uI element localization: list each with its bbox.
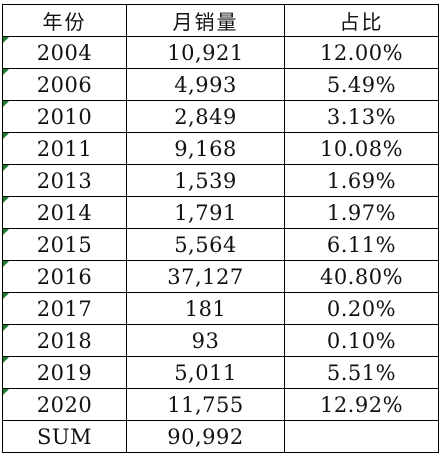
total-label-cell[interactable]: SUM (2, 420, 127, 453)
table-row: 2011 9,168 10.08% (2, 132, 439, 165)
table-row: 2016 37,127 40.80% (2, 260, 439, 293)
cell-sales[interactable]: 5,564 (126, 228, 285, 261)
cell-sales[interactable]: 37,127 (126, 260, 285, 293)
cell-year[interactable]: 2006 (2, 68, 127, 101)
cell-share[interactable]: 3.13% (284, 100, 439, 133)
table-row: 2014 1,791 1.97% (2, 196, 439, 229)
cell-sales[interactable]: 11,755 (126, 388, 285, 421)
cell-year[interactable]: 2004 (2, 36, 127, 69)
cell-share[interactable]: 12.92% (284, 388, 439, 421)
table-row: 2015 5,564 6.11% (2, 228, 439, 261)
header-cell-sales[interactable]: 月销量 (126, 4, 285, 37)
total-row: SUM 90,992 (2, 420, 439, 453)
cell-year[interactable]: 2014 (2, 196, 127, 229)
header-cell-share[interactable]: 占比 (284, 4, 439, 37)
cell-share[interactable]: 1.97% (284, 196, 439, 229)
cell-sales[interactable]: 5,011 (126, 356, 285, 389)
header-cell-year[interactable]: 年份 (2, 4, 127, 37)
cell-sales[interactable]: 10,921 (126, 36, 285, 69)
table-row: 2006 4,993 5.49% (2, 68, 439, 101)
cell-share[interactable]: 40.80% (284, 260, 439, 293)
total-share-cell[interactable] (284, 420, 439, 453)
cell-sales[interactable]: 2,849 (126, 100, 285, 133)
cell-sales[interactable]: 1,791 (126, 196, 285, 229)
cell-year[interactable]: 2019 (2, 356, 127, 389)
cell-year[interactable]: 2015 (2, 228, 127, 261)
cell-share[interactable]: 0.20% (284, 292, 439, 325)
table-row: 2004 10,921 12.00% (2, 36, 439, 69)
cell-share[interactable]: 10.08% (284, 132, 439, 165)
cell-share[interactable]: 0.10% (284, 324, 439, 357)
cell-sales[interactable]: 1,539 (126, 164, 285, 197)
header-row: 年份 月销量 占比 (2, 4, 439, 37)
table-row: 2013 1,539 1.69% (2, 164, 439, 197)
cell-sales[interactable]: 181 (126, 292, 285, 325)
cell-share[interactable]: 12.00% (284, 36, 439, 69)
cell-year[interactable]: 2017 (2, 292, 127, 325)
table-row: 2010 2,849 3.13% (2, 100, 439, 133)
cell-year[interactable]: 2011 (2, 132, 127, 165)
cell-year[interactable]: 2016 (2, 260, 127, 293)
cell-year[interactable]: 2020 (2, 388, 127, 421)
table-row: 2017 181 0.20% (2, 292, 439, 325)
cell-year[interactable]: 2018 (2, 324, 127, 357)
cell-share[interactable]: 6.11% (284, 228, 439, 261)
cell-share[interactable]: 1.69% (284, 164, 439, 197)
table-row: 2019 5,011 5.51% (2, 356, 439, 389)
table-row: 2020 11,755 12.92% (2, 388, 439, 421)
cell-share[interactable]: 5.49% (284, 68, 439, 101)
table-row: 2018 93 0.10% (2, 324, 439, 357)
cell-year[interactable]: 2013 (2, 164, 127, 197)
cell-year[interactable]: 2010 (2, 100, 127, 133)
cell-sales[interactable]: 4,993 (126, 68, 285, 101)
cell-share[interactable]: 5.51% (284, 356, 439, 389)
cell-sales[interactable]: 9,168 (126, 132, 285, 165)
cell-sales[interactable]: 93 (126, 324, 285, 357)
total-sales-cell[interactable]: 90,992 (126, 420, 285, 453)
sales-table: 年份 月销量 占比 2004 10,921 12.00% 2006 4,993 … (2, 4, 439, 453)
